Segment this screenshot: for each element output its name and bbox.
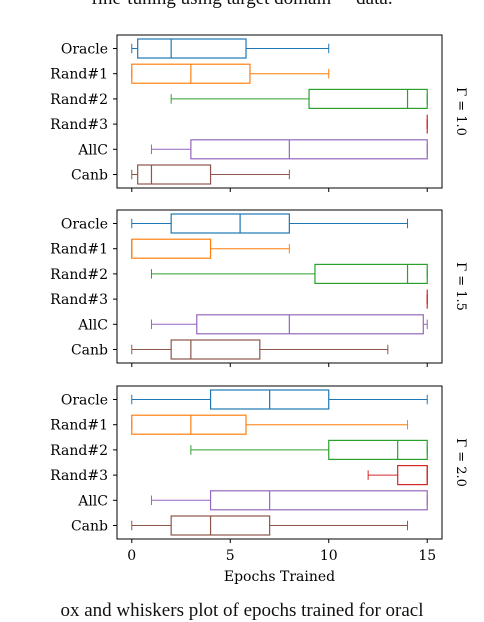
panel-3-rand1-box <box>131 414 247 435</box>
x-tick-label: 5 <box>226 548 235 564</box>
panel-3-ytick-label: Rand#2 <box>50 443 108 459</box>
x-tick-label: 10 <box>320 548 338 564</box>
panel-3-ytick-label: Canb <box>71 519 108 535</box>
panel-3-ytick-label: Oracle <box>61 393 108 409</box>
panel-3-allc-box <box>209 490 428 511</box>
panel-3-canb-box <box>170 515 271 536</box>
panel-2-rand2-box <box>314 263 428 284</box>
panel-2-allc-box <box>196 314 424 335</box>
panel-2-ytick-label: Rand#1 <box>50 242 108 258</box>
caption-bottom-fragment: ox and whiskers plot of epochs trained f… <box>60 600 424 621</box>
panel-2-ytick-label: AllC <box>77 317 108 333</box>
panel-3-ytick-label: AllC <box>77 493 108 509</box>
panel-2-frame <box>116 209 443 364</box>
panel-1-frame <box>116 34 443 189</box>
panel-2-oracle-box <box>170 213 290 234</box>
x-tick-label: 15 <box>418 548 436 564</box>
panel-1-ytick-label: Rand#3 <box>50 117 108 133</box>
panel-1-allc-box <box>190 139 428 160</box>
panel-1-rand2-box <box>308 88 428 110</box>
panel-1-ytick-label: Rand#1 <box>50 67 108 83</box>
panel-2-canb-box <box>170 339 261 360</box>
panel-3-ytick-label: Rand#3 <box>50 468 108 484</box>
panel-1-ytick-label: Canb <box>71 168 108 184</box>
panel-3-rand2-box <box>328 439 428 460</box>
panel-1-oracle-box <box>137 38 247 59</box>
panel-3-ytick-label: Rand#1 <box>50 418 108 434</box>
panel-2-ytick-label: Oracle <box>61 217 108 233</box>
panel-2-ytick-label: Canb <box>71 343 108 359</box>
caption-top-fragment: fine-tuning using target domain "" data. <box>0 0 484 10</box>
panel-2-ytick-label: Rand#2 <box>50 267 108 283</box>
panel-2-label: Γ = 1.5 <box>453 262 468 311</box>
panel-1-ytick-label: Oracle <box>61 42 108 58</box>
x-tick-label: 0 <box>127 548 136 564</box>
panel-1-canb-box <box>137 164 212 185</box>
panel-1-label: Γ = 1.0 <box>453 87 468 136</box>
panel-3-rand3-box <box>397 465 428 486</box>
panel-3-frame <box>116 385 443 540</box>
panel-3-label: Γ = 2.0 <box>453 438 468 487</box>
panel-2-rand1-box <box>131 238 212 259</box>
x-axis-label: Epochs Trained <box>224 569 335 585</box>
panel-2-ytick-label: Rand#3 <box>50 292 108 308</box>
panel-1-ytick-label: AllC <box>77 142 108 158</box>
panel-1-ytick-label: Rand#2 <box>50 92 108 108</box>
